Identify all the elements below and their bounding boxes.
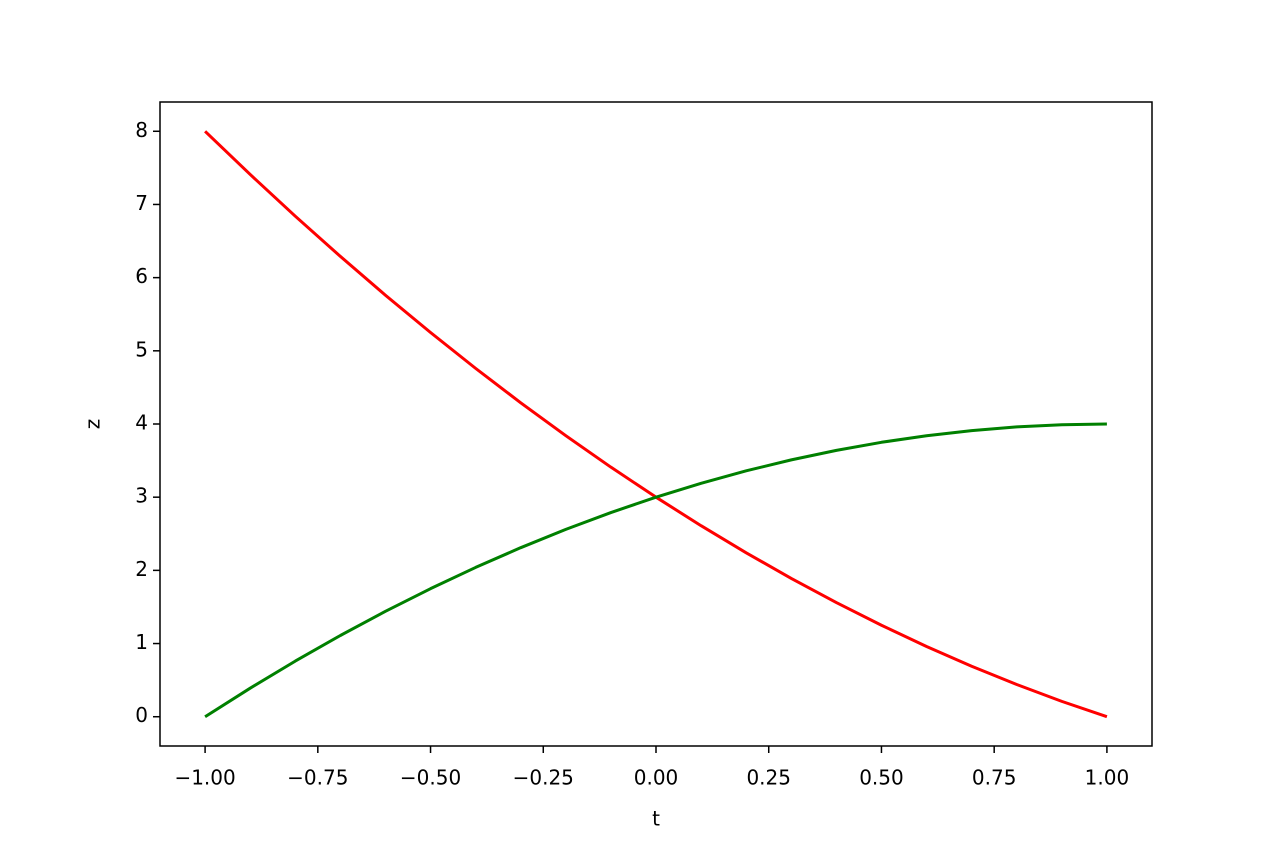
- x-tick-label: −1.00: [174, 766, 235, 790]
- x-tick-label: −0.50: [400, 766, 461, 790]
- x-tick-label: 0.00: [634, 766, 679, 790]
- y-tick-label: 6: [135, 264, 148, 288]
- x-tick-label: 0.75: [972, 766, 1017, 790]
- y-tick-label: 0: [135, 703, 148, 727]
- y-tick-label: 7: [135, 191, 148, 215]
- x-tick-label: −0.75: [287, 766, 348, 790]
- y-tick-label: 2: [135, 557, 148, 581]
- y-tick-label: 4: [135, 411, 148, 435]
- x-tick-label: 0.25: [746, 766, 791, 790]
- line-series: [204, 422, 1107, 718]
- y-tick-label: 1: [135, 630, 148, 654]
- x-axis-label: t: [652, 807, 660, 831]
- y-tick-label: 3: [135, 484, 148, 508]
- plot-frame: [159, 101, 1153, 747]
- x-tick-label: 1.00: [1085, 766, 1130, 790]
- y-tick-label: 8: [135, 118, 148, 142]
- line-series: [204, 130, 1108, 719]
- x-tick-label: 0.50: [859, 766, 904, 790]
- y-axis-label: z: [81, 419, 105, 430]
- y-tick-label: 5: [135, 337, 148, 361]
- x-tick-label: −0.25: [513, 766, 574, 790]
